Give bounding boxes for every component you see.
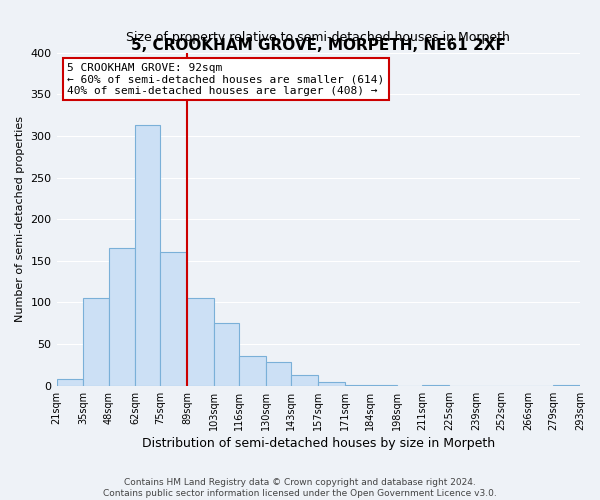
Bar	[239, 356, 266, 386]
Bar	[345, 385, 370, 386]
Bar	[318, 382, 345, 386]
Text: Size of property relative to semi-detached houses in Morpeth: Size of property relative to semi-detach…	[127, 32, 510, 44]
Text: 5 CROOKHAM GROVE: 92sqm
← 60% of semi-detached houses are smaller (614)
40% of s: 5 CROOKHAM GROVE: 92sqm ← 60% of semi-de…	[67, 62, 384, 96]
Bar	[136, 125, 160, 386]
Title: 5, CROOKHAM GROVE, MORPETH, NE61 2XF: 5, CROOKHAM GROVE, MORPETH, NE61 2XF	[131, 38, 506, 52]
Bar	[109, 248, 136, 386]
Bar	[422, 385, 449, 386]
Bar	[214, 323, 239, 386]
Bar	[56, 379, 83, 386]
X-axis label: Distribution of semi-detached houses by size in Morpeth: Distribution of semi-detached houses by …	[142, 437, 495, 450]
Bar	[266, 362, 292, 386]
Text: Contains HM Land Registry data © Crown copyright and database right 2024.
Contai: Contains HM Land Registry data © Crown c…	[103, 478, 497, 498]
Bar	[83, 298, 109, 386]
Bar	[553, 385, 580, 386]
Bar	[292, 375, 318, 386]
Bar	[370, 385, 397, 386]
Y-axis label: Number of semi-detached properties: Number of semi-detached properties	[15, 116, 25, 322]
Bar	[160, 252, 187, 386]
Bar	[187, 298, 214, 386]
